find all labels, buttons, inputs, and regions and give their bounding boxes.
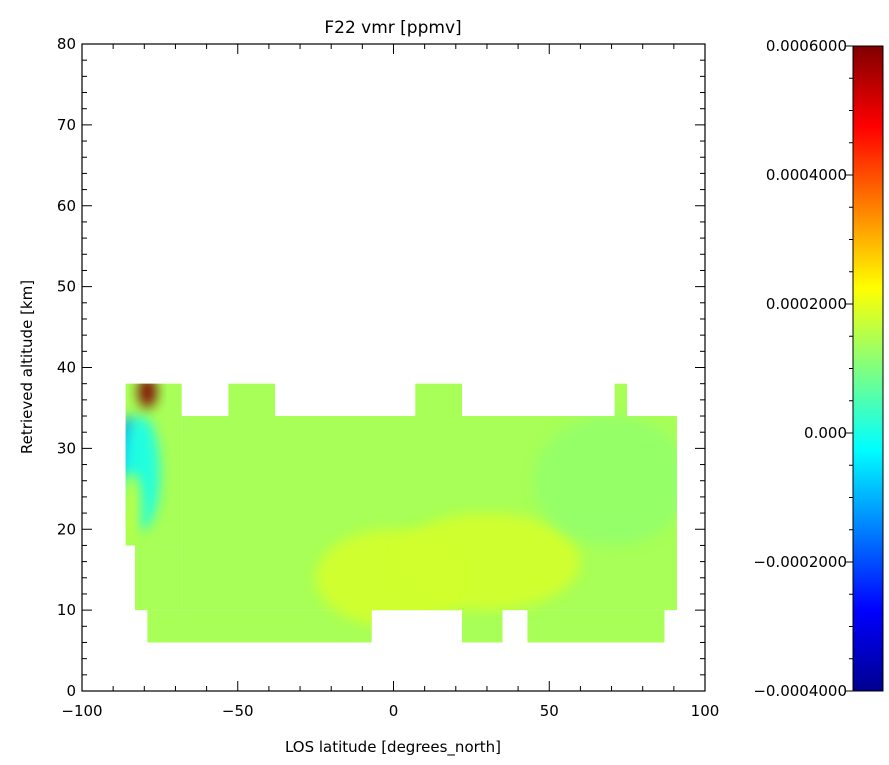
colorbar-gradient [852, 45, 884, 692]
y-axis-title: Retrieved altitude [km] [18, 280, 36, 454]
x-tick-label: 100 [691, 702, 720, 720]
y-tick-label: 30 [57, 439, 76, 457]
y-axis: 0 10 20 30 40 50 60 70 80 [57, 35, 705, 700]
colorbar-tick-label: 0.0004000 [766, 166, 847, 184]
y-tick-label: 70 [57, 116, 76, 134]
anomaly-2 [138, 383, 157, 408]
plot-area: −100 −50 0 50 100 0 10 20 30 40 50 60 70 80 [57, 35, 719, 720]
x-tick-label: 0 [389, 702, 399, 720]
coverage-cell-9 [527, 610, 665, 643]
y-tick-label: 50 [57, 278, 76, 296]
coverage-cell-2 [147, 610, 372, 643]
x-tick-label: 50 [540, 702, 559, 720]
anomaly-3 [125, 472, 142, 538]
colorbar-tick-label: −0.0004000 [753, 682, 847, 700]
colorbar: −0.0004000 −0.0002000 0.000 0.0002000 0.0004… [753, 37, 884, 700]
x-axis: −100 −50 0 50 100 [61, 44, 719, 720]
colorbar-tick-label: 0.0002000 [766, 295, 847, 313]
coverage-cell-5 [415, 383, 463, 417]
colorbar-tick-label: −0.0002000 [753, 553, 847, 571]
anomaly-6 [533, 416, 677, 546]
colorbar-tick-label: 0.000 [804, 424, 847, 442]
y-tick-label: 20 [57, 520, 76, 538]
coverage-cell-6 [614, 383, 628, 417]
heatmap-field [125, 383, 677, 643]
coverage-cell-1 [134, 545, 182, 611]
chart-title: F22 vmr [ppmv] [324, 18, 461, 38]
y-tick-label: 0 [66, 682, 76, 700]
y-tick-label: 10 [57, 601, 76, 619]
x-axis-title: LOS latitude [degrees_north] [285, 738, 501, 757]
x-tick-label: −50 [222, 702, 254, 720]
colorbar-ticks: −0.0004000 −0.0002000 0.000 0.0002000 0.0004… [753, 37, 853, 700]
y-tick-label: 80 [57, 35, 76, 53]
anomaly-5 [393, 513, 581, 611]
colorbar-tick-label: 0.0006000 [766, 37, 847, 55]
coverage-cell-4 [228, 383, 276, 417]
coverage-cell-8 [462, 610, 503, 643]
y-tick-label: 40 [57, 359, 76, 377]
x-tick-label: −100 [61, 702, 102, 720]
y-tick-label: 60 [57, 197, 76, 215]
